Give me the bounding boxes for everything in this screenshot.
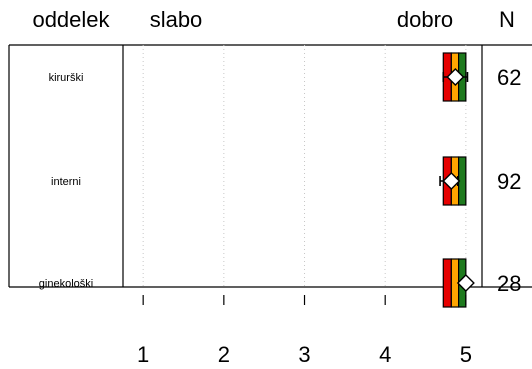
row-0: kirurški 62 [49, 52, 521, 102]
row-label: ginekološki [39, 278, 93, 290]
row-label: interni [51, 176, 81, 188]
x-tick-label-4: 4 [379, 342, 391, 367]
row-2: ginekološki 28 [39, 258, 521, 308]
header-n-label: N [499, 7, 515, 32]
rows-layer: kirurški 62 interni 92 ginekološki 28 [39, 52, 521, 308]
grid-layer [142, 45, 467, 287]
header-category-label: oddelek [32, 7, 110, 32]
x-tick-label-2: 2 [218, 342, 230, 367]
header-low-label: slabo [150, 7, 203, 32]
row-n-value: 92 [497, 169, 521, 194]
mean-marker [446, 68, 465, 86]
x-axis: 1 2 3 4 5 [137, 295, 472, 367]
row-label: kirurški [49, 72, 84, 84]
row-n-value: 28 [497, 271, 521, 296]
row-n-value: 62 [497, 65, 521, 90]
box-band-low [442, 258, 452, 308]
header-high-label: dobro [397, 7, 453, 32]
row-1: interni 92 [51, 156, 521, 206]
x-tick-label-5: 5 [460, 342, 472, 367]
mean-marker [456, 274, 475, 292]
mean-marker [442, 172, 461, 190]
x-tick-label-1: 1 [137, 342, 149, 367]
x-tick-label-3: 3 [298, 342, 310, 367]
